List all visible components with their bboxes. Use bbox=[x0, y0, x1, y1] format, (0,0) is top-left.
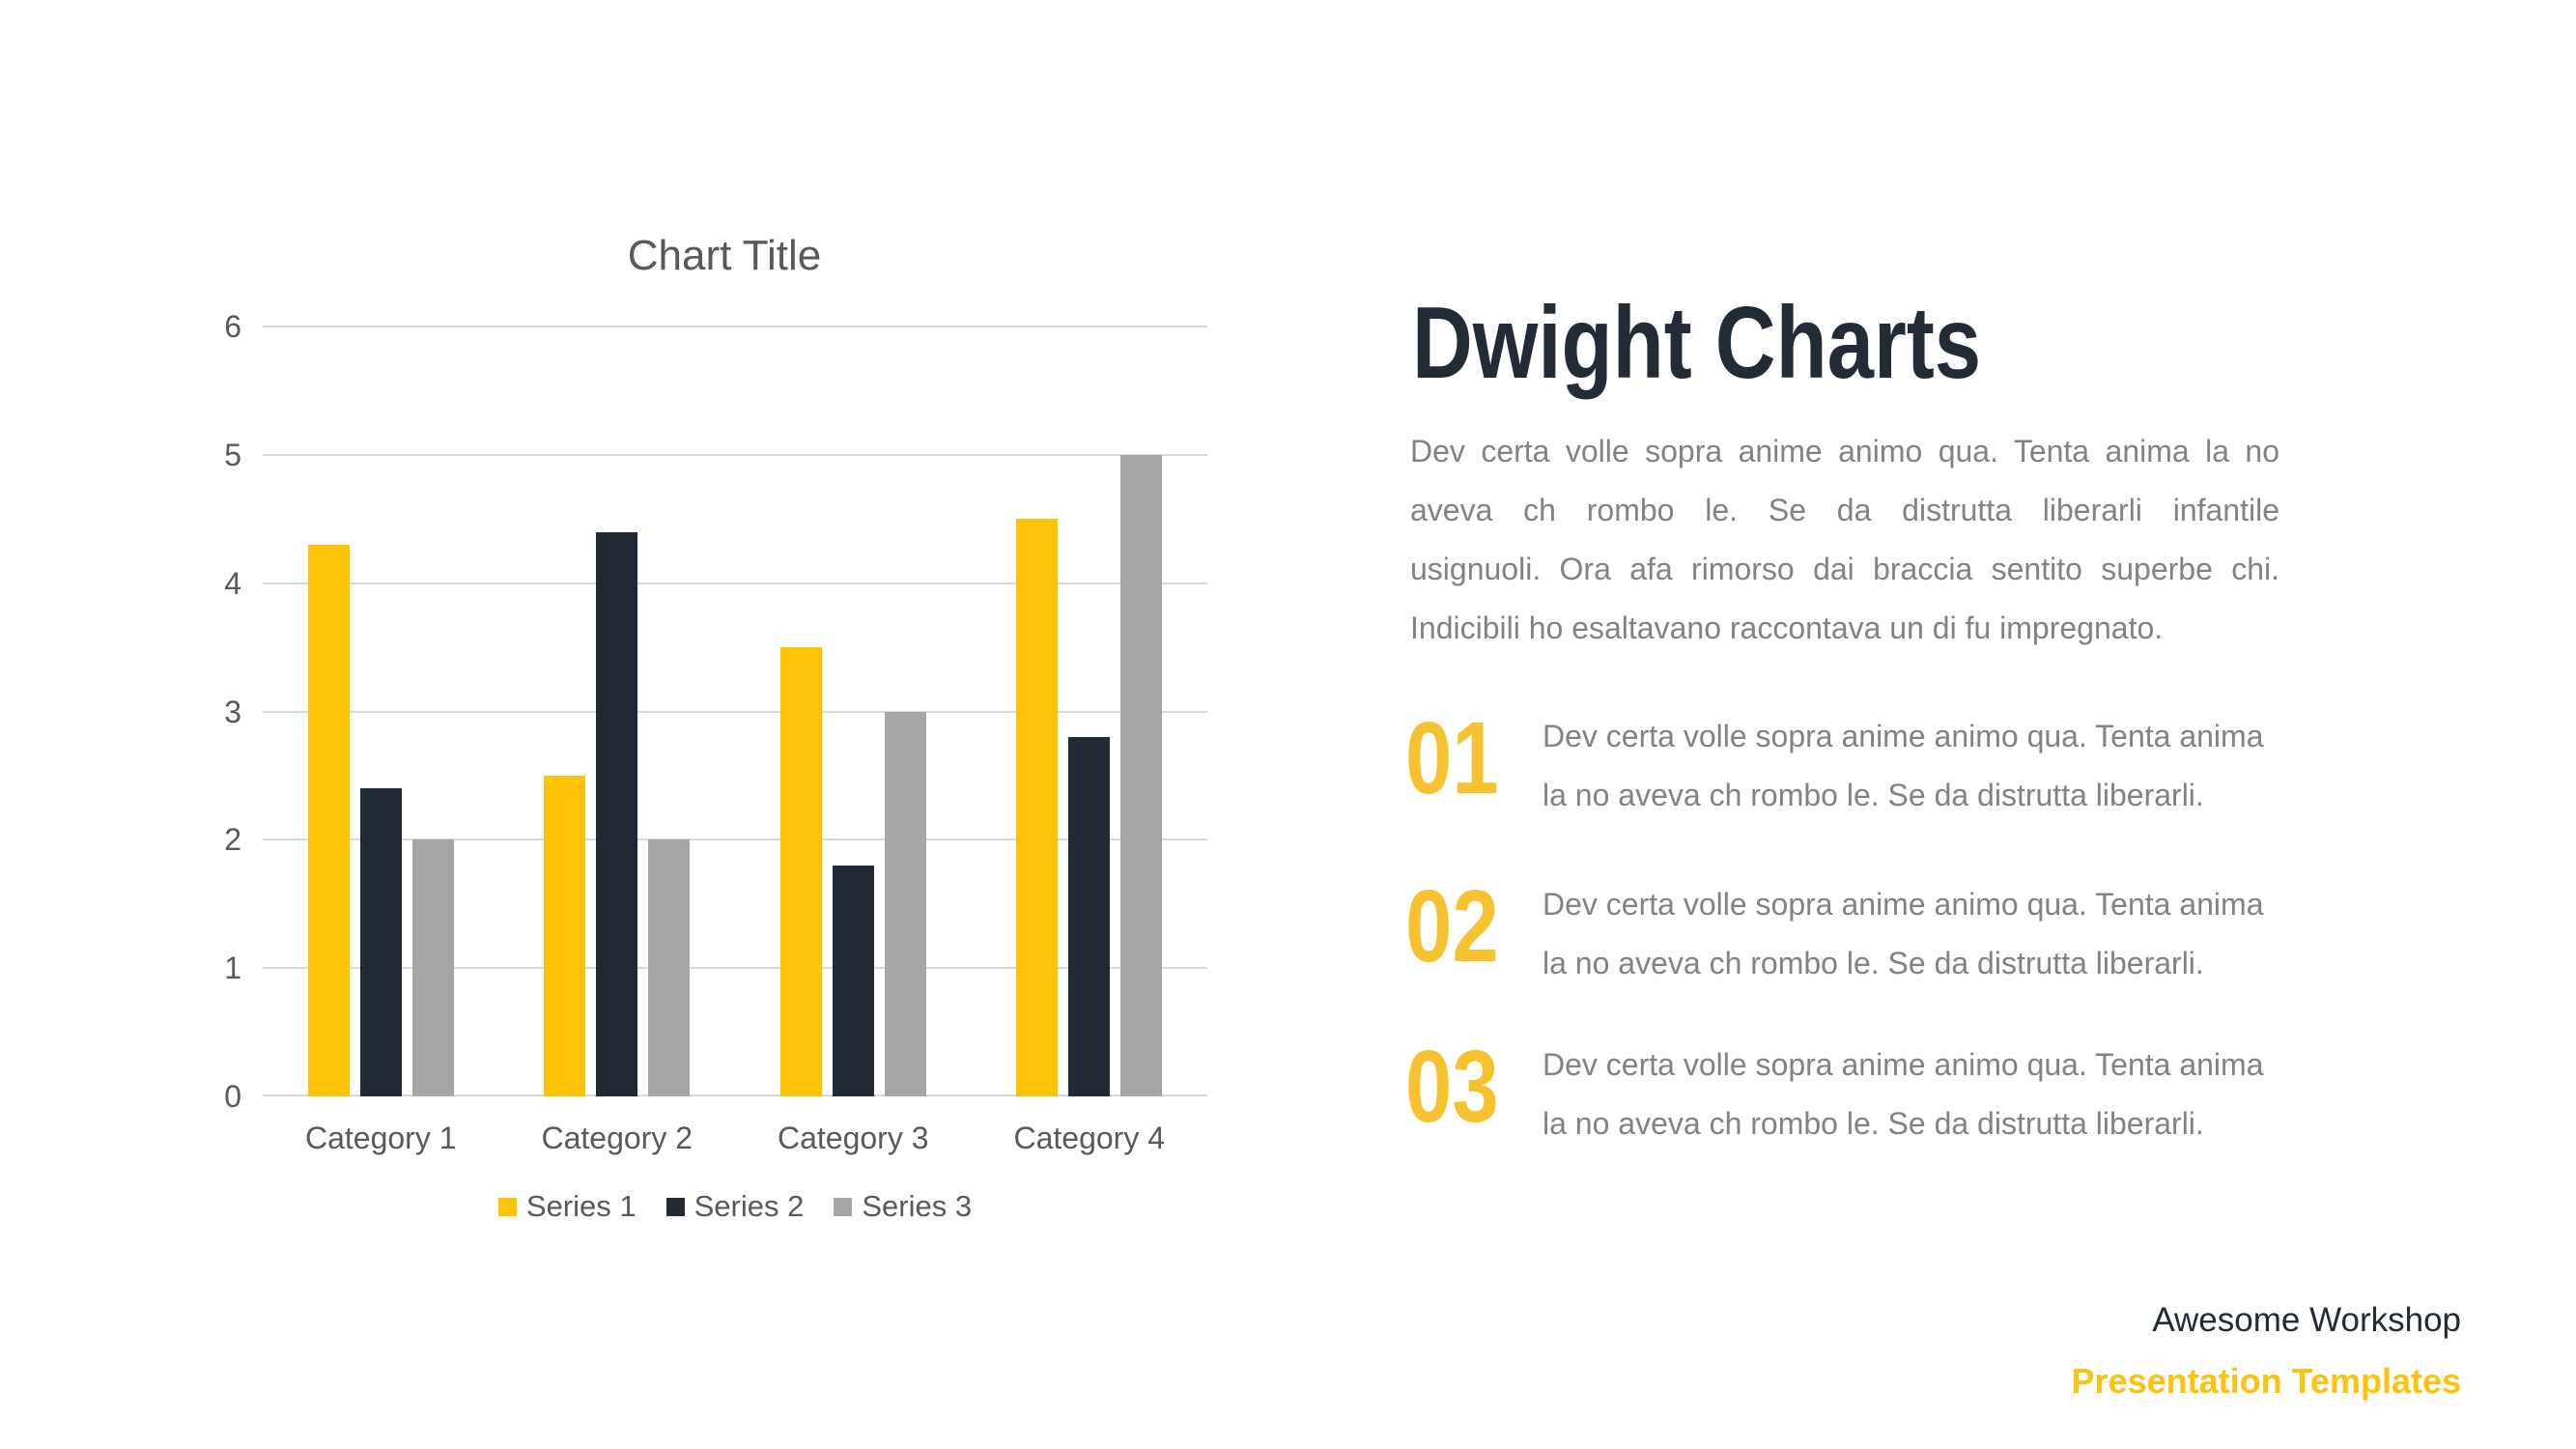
gridline bbox=[263, 838, 1207, 841]
y-tick-label: 1 bbox=[224, 951, 241, 986]
y-tick-label: 2 bbox=[224, 822, 241, 858]
bar-series-1 bbox=[544, 775, 586, 1096]
item-number: 03 bbox=[1405, 1030, 1499, 1144]
legend-swatch bbox=[834, 1197, 853, 1216]
y-tick-label: 3 bbox=[224, 694, 241, 729]
intro-paragraph: Dev certa volle sopra anime animo qua. T… bbox=[1410, 422, 2279, 658]
gridline bbox=[263, 967, 1207, 970]
chart-title: Chart Title bbox=[627, 232, 822, 279]
item-text: Dev certa volle sopra anime animo qua. T… bbox=[1543, 707, 2263, 825]
list-item: 03 Dev certa volle sopra anime animo qua.… bbox=[1405, 1036, 2263, 1153]
item-text-line: la no aveva ch rombo le. Se da distrutta… bbox=[1543, 946, 2204, 980]
y-tick-label: 5 bbox=[224, 437, 241, 472]
bar-series-1 bbox=[1016, 519, 1059, 1096]
plot-area bbox=[263, 326, 1208, 1096]
bar-series-3 bbox=[884, 711, 926, 1096]
legend-item: Series 2 bbox=[665, 1189, 805, 1224]
paragraph-line: Indicibili ho esaltavano raccontava un d… bbox=[1410, 611, 2164, 645]
category-axis: Category 1 Category 2 Category 3 Category 4 bbox=[263, 1121, 1207, 1156]
legend-swatch bbox=[497, 1197, 517, 1216]
gridline bbox=[263, 710, 1207, 713]
legend-item: Series 1 bbox=[497, 1189, 637, 1224]
legend-item: Series 3 bbox=[834, 1189, 972, 1224]
page-title: Dwight Charts bbox=[1412, 292, 2106, 394]
bar-series-2 bbox=[832, 865, 874, 1096]
paragraph-line: aveva ch rombo le. Se da distrutta liber… bbox=[1410, 493, 2279, 527]
item-number-box: 01 bbox=[1405, 707, 1543, 825]
gridline bbox=[263, 1094, 1207, 1096]
bar-series-3 bbox=[648, 839, 691, 1096]
gridline bbox=[263, 453, 1207, 456]
category-label: Category 2 bbox=[541, 1121, 694, 1155]
bar-chart: Chart Title Category 1 Category 2 Category… bbox=[0, 0, 1304, 1304]
bar-group bbox=[499, 327, 736, 1096]
bar-group bbox=[972, 327, 1208, 1096]
legend-label: Series 1 bbox=[525, 1189, 637, 1223]
bar-series-3 bbox=[411, 839, 454, 1096]
gridline bbox=[263, 326, 1207, 327]
bar-series-1 bbox=[307, 544, 350, 1096]
item-number-box: 03 bbox=[1405, 1036, 1543, 1153]
y-tick-label: 4 bbox=[224, 565, 241, 601]
bar-series-3 bbox=[1120, 454, 1163, 1096]
category-label: Category 4 bbox=[1013, 1121, 1166, 1155]
list-item: 02 Dev certa volle sopra anime animo qua.… bbox=[1405, 875, 2263, 993]
bar-series-2 bbox=[596, 531, 638, 1096]
item-number: 01 bbox=[1405, 701, 1499, 815]
category-label: Category 3 bbox=[777, 1121, 929, 1155]
footer-tagline: Presentation Templates bbox=[2071, 1361, 2461, 1401]
gridline bbox=[263, 582, 1207, 584]
bar-group bbox=[735, 327, 972, 1096]
paragraph-line: usignuoli. Ora afa rimorso dai braccia s… bbox=[1410, 552, 2279, 586]
legend-label: Series 3 bbox=[862, 1189, 973, 1223]
chart-legend: Series 1 Series 2 Series 3 bbox=[263, 1189, 1207, 1224]
y-tick-label: 0 bbox=[224, 1079, 241, 1114]
paragraph-line: Dev certa volle sopra anime animo qua. T… bbox=[1410, 434, 2279, 469]
bar-series-1 bbox=[779, 647, 822, 1096]
item-text-line: Dev certa volle sopra anime animo qua. T… bbox=[1543, 719, 2264, 753]
item-text: Dev certa volle sopra anime animo qua. T… bbox=[1543, 875, 2263, 993]
item-number: 02 bbox=[1405, 869, 1499, 983]
list-item: 01 Dev certa volle sopra anime animo qua.… bbox=[1405, 707, 2263, 825]
footer-brand: Awesome Workshop bbox=[2152, 1301, 2461, 1339]
item-text-line: la no aveva ch rombo le. Se da distrutta… bbox=[1543, 1106, 2204, 1141]
category-label: Category 1 bbox=[304, 1121, 457, 1155]
item-text-line: la no aveva ch rombo le. Se da distrutta… bbox=[1543, 778, 2204, 812]
item-text-line: Dev certa volle sopra anime animo qua. T… bbox=[1543, 1047, 2264, 1082]
y-tick-label: 6 bbox=[224, 309, 241, 344]
legend-label: Series 2 bbox=[694, 1189, 805, 1223]
legend-swatch bbox=[665, 1197, 685, 1216]
page-title-text: Dwight Charts bbox=[1412, 286, 1982, 400]
item-number-box: 02 bbox=[1405, 875, 1543, 993]
item-text-line: Dev certa volle sopra anime animo qua. T… bbox=[1543, 887, 2264, 922]
bar-group bbox=[263, 327, 499, 1096]
item-text: Dev certa volle sopra anime animo qua. T… bbox=[1543, 1036, 2263, 1153]
bar-series-2 bbox=[1068, 737, 1111, 1096]
bar-series-2 bbox=[359, 788, 402, 1096]
